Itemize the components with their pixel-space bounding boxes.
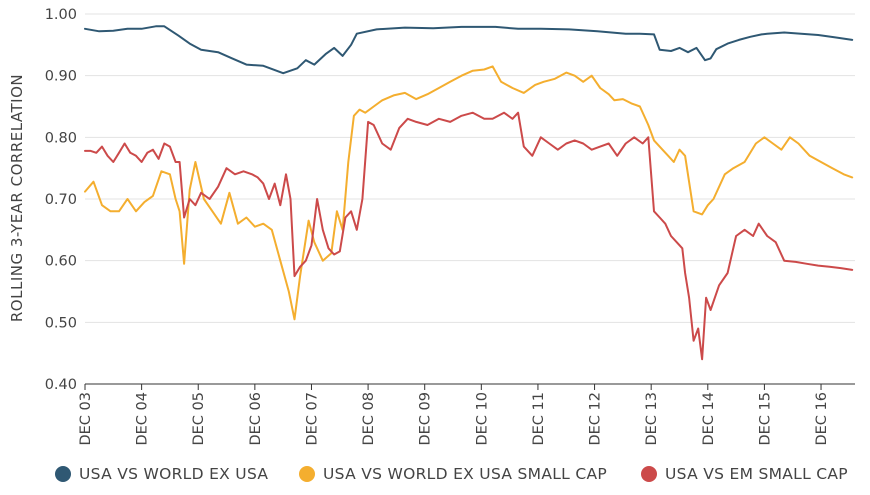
series-line-usa-vs-em-small-cap [84, 111, 854, 361]
x-tick-label: DEC 14 [701, 392, 717, 446]
x-tick-label: DEC 04 [135, 392, 151, 446]
y-axis-label: ROLLING 3-YEAR CORRELATION [8, 74, 26, 322]
x-tick-label: DEC 09 [418, 392, 434, 446]
x-tick-label: DEC 10 [474, 392, 490, 446]
y-tick-label: 0.40 [45, 377, 77, 393]
legend-label: USA VS WORLD EX USA SMALL CAP [323, 465, 607, 483]
series-line-usa-vs-world-ex-usa [84, 25, 854, 75]
legend: USA VS WORLD EX USA USA VS WORLD EX USA … [0, 462, 870, 492]
legend-label: USA VS WORLD EX USA [79, 465, 269, 483]
x-tick-label: DEC 06 [248, 392, 264, 446]
y-tick-label: 0.50 [45, 315, 77, 331]
legend-item-usa-vs-world-ex-usa: USA VS WORLD EX USA [55, 465, 268, 483]
legend-item-usa-vs-world-ex-usa-small-cap: USA VS WORLD EX USA SMALL CAP [299, 465, 607, 483]
x-tick-label: DEC 03 [78, 392, 94, 446]
legend-dot-icon [55, 466, 71, 482]
series-lines [84, 25, 854, 361]
y-tick-label: 1.00 [45, 7, 77, 23]
y-tick-label: 0.60 [45, 254, 77, 270]
x-tick-label: DEC 15 [757, 392, 773, 446]
series-line-usa-vs-world-ex-usa-small-cap [84, 65, 854, 321]
x-tick-label: DEC 11 [531, 392, 547, 446]
x-tick-label: DEC 08 [361, 392, 377, 446]
gridlines [85, 13, 855, 323]
x-tick-label: DEC 05 [191, 392, 207, 446]
x-tick-label: DEC 12 [588, 392, 604, 446]
legend-dot-icon [641, 466, 657, 482]
legend-label: USA VS EM SMALL CAP [665, 465, 848, 483]
x-tick-label: DEC 13 [644, 392, 660, 446]
legend-item-usa-vs-em-small-cap: USA VS EM SMALL CAP [641, 465, 848, 483]
y-tick-label: 0.70 [45, 192, 77, 208]
x-tick-label: DEC 16 [814, 392, 830, 446]
x-tick-label: DEC 07 [304, 392, 320, 446]
y-tick-label: 0.90 [45, 69, 77, 85]
legend-dot-icon [299, 466, 315, 482]
y-tick-label: 0.80 [45, 130, 77, 146]
